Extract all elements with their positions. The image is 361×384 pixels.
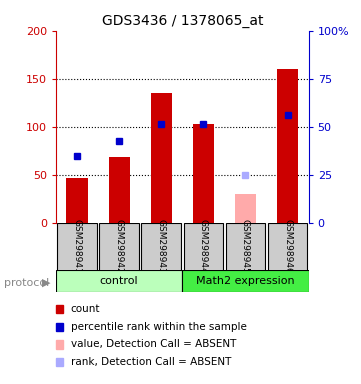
Bar [193, 124, 214, 223]
Text: ▶: ▶ [42, 278, 50, 288]
Bar [56, 270, 182, 292]
Text: count: count [71, 304, 100, 314]
Bar [142, 223, 181, 271]
Bar [57, 223, 97, 271]
Title: GDS3436 / 1378065_at: GDS3436 / 1378065_at [101, 14, 263, 28]
Bar [66, 178, 87, 223]
Text: control: control [100, 276, 138, 286]
Text: Math2 expression: Math2 expression [196, 276, 295, 286]
Text: GSM298941: GSM298941 [73, 219, 82, 274]
Bar [109, 157, 130, 223]
Text: GSM298943: GSM298943 [157, 219, 166, 274]
Bar [99, 223, 139, 271]
Bar [151, 93, 172, 223]
Bar [226, 223, 265, 271]
Bar [235, 194, 256, 223]
Text: value, Detection Call = ABSENT: value, Detection Call = ABSENT [71, 339, 236, 349]
Bar [268, 223, 308, 271]
Text: GSM298945: GSM298945 [241, 219, 250, 274]
Bar [183, 223, 223, 271]
Text: GSM298942: GSM298942 [115, 219, 123, 274]
Text: GSM298946: GSM298946 [283, 219, 292, 274]
Text: percentile rank within the sample: percentile rank within the sample [71, 322, 247, 332]
Bar [277, 69, 298, 223]
Text: GSM298944: GSM298944 [199, 219, 208, 274]
Bar [182, 270, 309, 292]
Text: rank, Detection Call = ABSENT: rank, Detection Call = ABSENT [71, 357, 231, 367]
Text: protocol: protocol [4, 278, 49, 288]
